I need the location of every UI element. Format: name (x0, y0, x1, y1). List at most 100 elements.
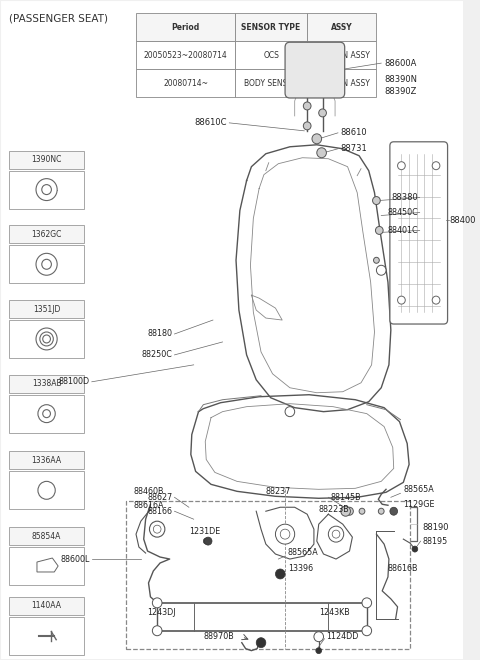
Bar (136, 69, 235, 97)
Text: 88610C: 88610C (195, 118, 228, 127)
Circle shape (346, 508, 353, 515)
Text: 88223B: 88223B (319, 505, 349, 513)
Circle shape (152, 598, 162, 608)
Bar (9, 471, 84, 510)
Text: BODY SENSOR: BODY SENSOR (244, 79, 299, 88)
Bar (235, 41, 307, 69)
Text: 88400: 88400 (449, 216, 476, 225)
Bar (307, 13, 376, 41)
Bar (9, 150, 84, 169)
Bar (9, 171, 84, 209)
Text: 88166: 88166 (147, 507, 172, 515)
Bar (307, 41, 376, 69)
Bar (9, 300, 84, 318)
Circle shape (303, 122, 311, 130)
Circle shape (328, 526, 344, 542)
Text: 13396: 13396 (288, 564, 313, 574)
Text: 1129GE: 1129GE (403, 500, 435, 509)
Circle shape (276, 569, 285, 579)
Circle shape (42, 259, 51, 269)
Text: 1336AA: 1336AA (32, 456, 61, 465)
Text: CUSHION ASSY: CUSHION ASSY (313, 51, 370, 59)
Circle shape (36, 179, 57, 201)
Bar (235, 13, 307, 41)
Bar (9, 451, 84, 469)
Text: Period: Period (171, 23, 200, 32)
Text: 88250C: 88250C (142, 350, 172, 360)
Circle shape (285, 407, 295, 416)
Text: 1243KB: 1243KB (319, 609, 349, 617)
Circle shape (390, 508, 397, 515)
Text: 1124DD: 1124DD (326, 632, 359, 642)
FancyBboxPatch shape (390, 142, 447, 324)
Circle shape (362, 626, 372, 636)
Circle shape (149, 521, 165, 537)
Text: SENSOR TYPE: SENSOR TYPE (241, 23, 301, 32)
Text: 88970B: 88970B (204, 632, 234, 642)
Text: OCS: OCS (263, 51, 279, 59)
Bar (9, 395, 84, 432)
Text: 88180: 88180 (147, 329, 172, 339)
Circle shape (372, 197, 380, 205)
Text: 88600L: 88600L (60, 554, 90, 564)
Text: 1390NC: 1390NC (31, 155, 62, 164)
Circle shape (412, 546, 418, 552)
Bar (136, 41, 235, 69)
Circle shape (40, 332, 53, 346)
Bar (9, 375, 84, 393)
Circle shape (317, 148, 326, 158)
Circle shape (303, 102, 311, 110)
Bar (136, 13, 235, 41)
Circle shape (397, 296, 405, 304)
Circle shape (38, 481, 55, 499)
Circle shape (397, 162, 405, 170)
Circle shape (153, 525, 161, 533)
Circle shape (38, 405, 55, 422)
Text: ASSY: ASSY (331, 23, 353, 32)
Circle shape (376, 265, 386, 275)
Circle shape (152, 626, 162, 636)
Text: 88565A: 88565A (403, 485, 434, 494)
Text: 88390N: 88390N (384, 75, 417, 84)
Text: 88616A: 88616A (133, 501, 164, 510)
Bar (9, 597, 84, 615)
Circle shape (42, 185, 51, 195)
Text: 1351JD: 1351JD (33, 304, 60, 313)
Text: 88190: 88190 (422, 523, 449, 532)
Text: 20080714~: 20080714~ (163, 79, 208, 88)
Circle shape (316, 647, 322, 653)
Circle shape (312, 134, 322, 144)
Circle shape (204, 538, 209, 544)
FancyBboxPatch shape (285, 42, 345, 98)
Text: 85854A: 85854A (32, 531, 61, 541)
Text: 88100D: 88100D (59, 378, 90, 386)
Text: 88145B: 88145B (330, 493, 361, 502)
Circle shape (359, 508, 365, 514)
Circle shape (314, 632, 324, 642)
Text: 88627: 88627 (147, 493, 172, 502)
Text: 88610: 88610 (340, 128, 367, 137)
Circle shape (280, 529, 290, 539)
Circle shape (373, 257, 379, 263)
Text: 20050523~20080714: 20050523~20080714 (144, 51, 228, 59)
Circle shape (332, 530, 340, 538)
Bar (9, 527, 84, 545)
Circle shape (204, 537, 212, 545)
Bar (9, 246, 84, 283)
Circle shape (432, 162, 440, 170)
Circle shape (256, 638, 266, 647)
Circle shape (36, 253, 57, 275)
Text: 88616B: 88616B (388, 564, 419, 574)
Bar (9, 320, 84, 358)
Bar (9, 226, 84, 244)
Text: 1140AA: 1140AA (32, 601, 61, 610)
Circle shape (43, 335, 50, 343)
Text: 1243DJ: 1243DJ (147, 609, 176, 617)
Text: (PASSENGER SEAT): (PASSENGER SEAT) (9, 13, 108, 23)
Circle shape (36, 328, 57, 350)
Text: 88380: 88380 (391, 193, 418, 202)
Text: 1338AB: 1338AB (32, 379, 61, 388)
Circle shape (432, 296, 440, 304)
Circle shape (362, 598, 372, 608)
Circle shape (276, 524, 295, 544)
